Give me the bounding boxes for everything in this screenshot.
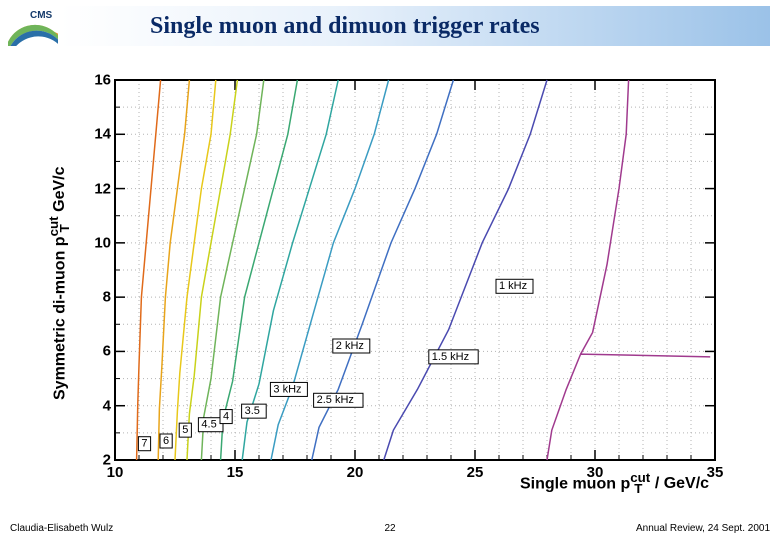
y-tick-label: 2 (87, 452, 111, 469)
chart: Symmetric di-muon pcutT GeV/c Single muo… (50, 70, 730, 480)
slide-title: Single muon and dimuon trigger rates (150, 13, 540, 40)
y-tick-label: 12 (87, 180, 111, 197)
x-tick-label: 35 (707, 464, 724, 481)
y-tick-label: 8 (87, 289, 111, 306)
cms-logo: CMS (8, 6, 58, 46)
svg-text:4: 4 (223, 410, 229, 422)
x-axis-sub: T (634, 481, 642, 496)
svg-text:3 kHz: 3 kHz (273, 383, 301, 395)
svg-text:1.5 kHz: 1.5 kHz (432, 351, 469, 363)
y-tick-label: 6 (87, 343, 111, 360)
footer-author: Claudia-Elisabeth Wulz (10, 523, 113, 534)
x-tick-label: 25 (467, 464, 484, 481)
plot-svg: 7 6 5 4.5 4 3.5 3 kHz 2.5 kHz 2 kHz 1.5 kHz 1 kHz (50, 70, 730, 480)
footer-page: 22 (384, 523, 395, 534)
y-tick-label: 14 (87, 126, 111, 143)
y-tick-label: 10 (87, 234, 111, 251)
title-bar: Single muon and dimuon trigger rates (60, 6, 770, 46)
x-tick-label: 20 (347, 464, 364, 481)
svg-text:5: 5 (182, 424, 188, 436)
svg-text:2 kHz: 2 kHz (336, 340, 364, 352)
svg-text:CMS: CMS (30, 10, 53, 21)
svg-text:6: 6 (163, 435, 169, 447)
x-tick-label: 30 (587, 464, 604, 481)
y-tick-label: 16 (87, 72, 111, 89)
svg-text:7: 7 (141, 438, 147, 450)
x-tick-label: 15 (227, 464, 244, 481)
svg-text:3.5: 3.5 (245, 405, 260, 417)
svg-text:2.5 kHz: 2.5 kHz (317, 394, 354, 406)
footer-event: Annual Review, 24 Sept. 2001 (636, 523, 770, 534)
svg-text:1 kHz: 1 kHz (499, 280, 527, 292)
slide: CMS Single muon and dimuon trigger rates… (0, 0, 780, 540)
y-tick-label: 4 (87, 397, 111, 414)
svg-text:4.5: 4.5 (201, 419, 216, 431)
